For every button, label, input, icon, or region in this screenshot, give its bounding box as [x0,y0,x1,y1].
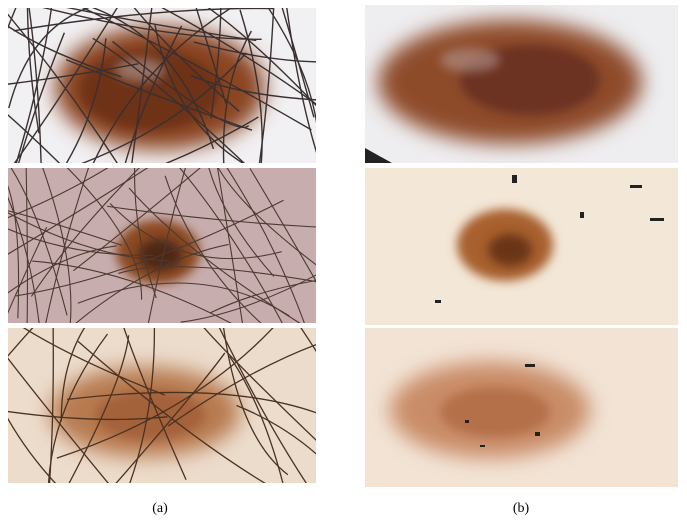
hair [207,8,316,107]
hair [56,328,274,459]
hair [81,8,312,131]
hair [75,243,229,323]
hair [286,8,316,153]
hair [180,274,316,323]
hair [128,187,301,323]
hair [165,116,259,163]
label-a: (a) [152,501,168,516]
hair [222,30,252,163]
hair [8,226,48,314]
hair [8,63,139,85]
hair [179,168,283,323]
hair [8,13,118,163]
hair [73,168,201,272]
hair [208,168,275,277]
hair [13,8,274,32]
hair [193,41,316,63]
hair [112,40,250,129]
hair [22,328,165,396]
hair [123,328,187,480]
hair [8,357,109,483]
hair [258,8,275,163]
hair [66,8,257,42]
hair [60,328,86,422]
hair [81,52,247,163]
hair [15,199,284,297]
hair [8,417,57,483]
hair [8,114,61,163]
hair [164,175,262,323]
image-hair-2 [8,168,316,323]
hair [218,328,307,483]
hair [47,333,109,483]
hair [223,328,289,476]
hair [239,9,263,163]
image-clean-3 [365,328,678,487]
hair [210,8,222,119]
image-hair-3 [8,328,316,483]
hair [13,8,118,163]
hair [77,340,266,483]
hair [42,8,262,41]
image-hair-1 [8,8,316,163]
hair [267,8,316,124]
hair [77,282,290,317]
hair [68,335,130,483]
hair [8,168,109,219]
hair [118,266,316,283]
hair [8,168,149,255]
label-b: (b) [513,501,530,516]
hair [42,168,72,323]
hair [249,168,316,283]
image-clean-2 [365,168,678,325]
hair [203,328,316,441]
hair [65,38,107,163]
hair [226,168,305,323]
hair [8,185,20,319]
hair [107,205,316,228]
hair [133,8,240,112]
hair [30,168,140,297]
hair [25,168,28,323]
hair [48,328,54,483]
hair [124,25,183,163]
hair [131,8,153,163]
hair [10,168,68,316]
hair [190,74,316,101]
image-clean-1 [365,5,678,163]
hair [8,410,168,421]
hair [8,210,123,246]
hair [115,352,226,483]
hair [15,8,53,163]
hair [92,8,233,163]
hair [236,404,316,455]
hair [129,328,155,483]
hair [217,168,243,323]
hair [8,25,122,78]
hair [209,279,316,314]
hair [217,168,316,266]
hair [154,24,245,163]
hair [147,168,186,323]
hair [26,8,40,134]
hair [195,8,227,104]
hair [65,59,253,131]
hair [134,168,157,299]
hair [67,391,316,414]
hair [45,168,90,323]
hair [228,356,284,483]
hair [28,8,42,163]
hair [8,228,154,257]
hair [161,8,316,105]
hair [281,8,315,118]
